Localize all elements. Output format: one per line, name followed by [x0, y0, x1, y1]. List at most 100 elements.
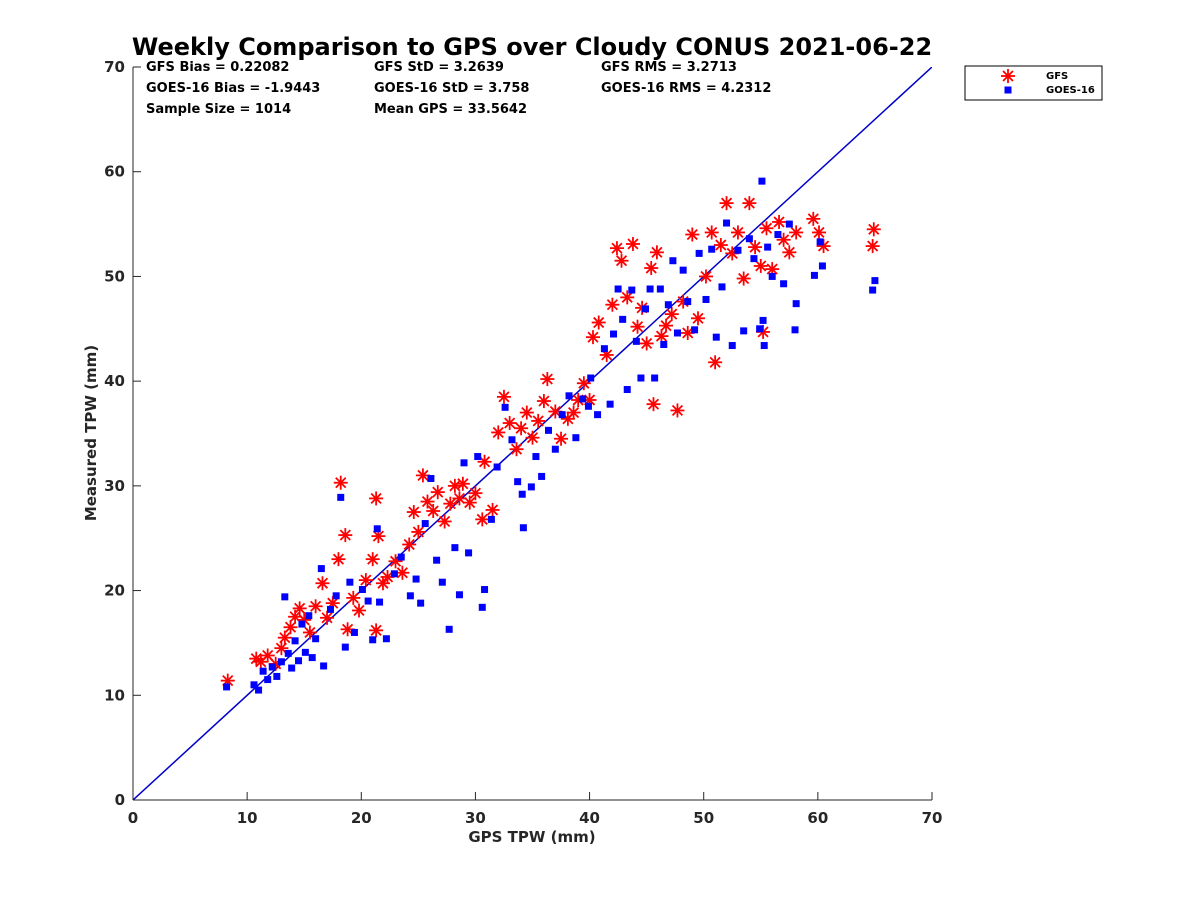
legend-gfs-marker: [1001, 69, 1015, 83]
goes16-point: [572, 434, 580, 442]
goes16-point: [460, 459, 468, 467]
gfs-point: [411, 524, 426, 539]
legend-label: GFS: [1046, 71, 1068, 82]
gfs-point: [338, 528, 353, 543]
goes16-point: [684, 298, 692, 306]
statistic-label: Sample Size = 1014: [146, 102, 291, 117]
goes16-point: [614, 285, 622, 293]
goes16-point: [406, 592, 414, 600]
goes16-point: [745, 235, 753, 243]
goes16-point: [679, 266, 687, 274]
goes16-point: [669, 257, 677, 265]
goes16-point: [750, 255, 758, 263]
goes16-point: [708, 245, 716, 253]
x-tick-label: 20: [351, 809, 372, 827]
goes16-point: [646, 285, 654, 293]
gfs-point: [753, 258, 768, 273]
goes16-point: [600, 345, 608, 353]
gfs-point: [644, 261, 659, 276]
gfs-point: [698, 269, 713, 284]
gfs-point: [585, 330, 600, 345]
goes16-point: [369, 636, 377, 644]
gfs-point: [719, 196, 734, 211]
goes16-point: [305, 612, 313, 620]
statistic-label: GFS StD = 3.2639: [374, 60, 504, 75]
goes16-point: [792, 300, 800, 308]
gfs-point: [402, 537, 417, 552]
gfs-point: [713, 238, 728, 253]
x-tick-label: 60: [807, 809, 828, 827]
goes16-point: [438, 578, 446, 586]
goes16-point: [341, 643, 349, 651]
goes16-point: [478, 603, 486, 611]
gfs-point: [609, 241, 624, 256]
goes16-point: [481, 586, 489, 594]
x-tick-label: 30: [465, 809, 486, 827]
gfs-point: [670, 403, 685, 418]
gfs-point: [475, 512, 490, 527]
gfs-point: [759, 221, 774, 236]
goes16-point: [632, 337, 640, 345]
gfs-point: [625, 236, 640, 251]
goes16-point: [810, 271, 818, 279]
goes16-point: [382, 635, 390, 643]
goes16-point: [871, 277, 879, 285]
gfs-point: [352, 603, 367, 618]
gfs-point: [806, 211, 821, 226]
y-tick-label: 10: [104, 686, 125, 704]
gfs-point: [536, 394, 551, 409]
goes16-point: [642, 305, 650, 313]
gfs-point: [519, 405, 534, 420]
gfs-point: [654, 329, 669, 344]
gfs-point: [502, 416, 517, 431]
gfs-point: [639, 336, 654, 351]
gfs-point: [591, 315, 606, 330]
y-tick-label: 50: [104, 267, 125, 285]
goes16-point: [350, 628, 358, 636]
goes16-point: [606, 400, 614, 408]
gfs-point: [468, 486, 483, 501]
goes16-point: [268, 663, 276, 671]
goes16-point: [780, 280, 788, 288]
gfs-point: [277, 630, 292, 645]
goes16-point: [412, 575, 420, 583]
goes16-point: [417, 599, 425, 607]
gfs-point: [630, 319, 645, 334]
series-gfs: [220, 196, 881, 688]
gfs-point: [566, 405, 581, 420]
gfs-point: [614, 253, 629, 268]
goes16-point: [544, 426, 552, 434]
legend-item-goes-16: GOES-16: [1004, 85, 1095, 96]
goes16-point: [288, 664, 296, 672]
gfs-point: [659, 318, 674, 333]
legend-label: GOES-16: [1046, 85, 1095, 96]
gfs-point: [496, 389, 511, 404]
goes16-point: [610, 330, 618, 338]
series-goes-16: [223, 177, 879, 694]
goes16-point: [364, 597, 372, 605]
goes16-point: [764, 243, 772, 251]
goes16-point: [519, 524, 527, 532]
gfs-point: [685, 227, 700, 242]
y-tick-label: 60: [104, 163, 125, 181]
goes16-point: [358, 586, 366, 594]
gfs-point: [430, 485, 445, 500]
gfs-point: [331, 552, 346, 567]
goes16-point: [532, 453, 540, 461]
goes16-point: [421, 520, 429, 528]
gfs-point: [320, 610, 335, 625]
goes16-point: [514, 478, 522, 486]
gfs-point: [369, 623, 384, 638]
goes16-point: [326, 605, 334, 613]
goes16-point: [584, 402, 592, 410]
gfs-point: [620, 290, 635, 305]
goes16-point: [785, 220, 793, 228]
gfs-point: [369, 491, 384, 506]
gfs-point: [514, 421, 529, 436]
x-axis-label: GPS TPW (mm): [468, 828, 595, 846]
goes16-point: [869, 286, 877, 294]
gfs-point: [308, 599, 323, 614]
gfs-point: [789, 225, 804, 240]
gfs-point: [274, 641, 289, 656]
